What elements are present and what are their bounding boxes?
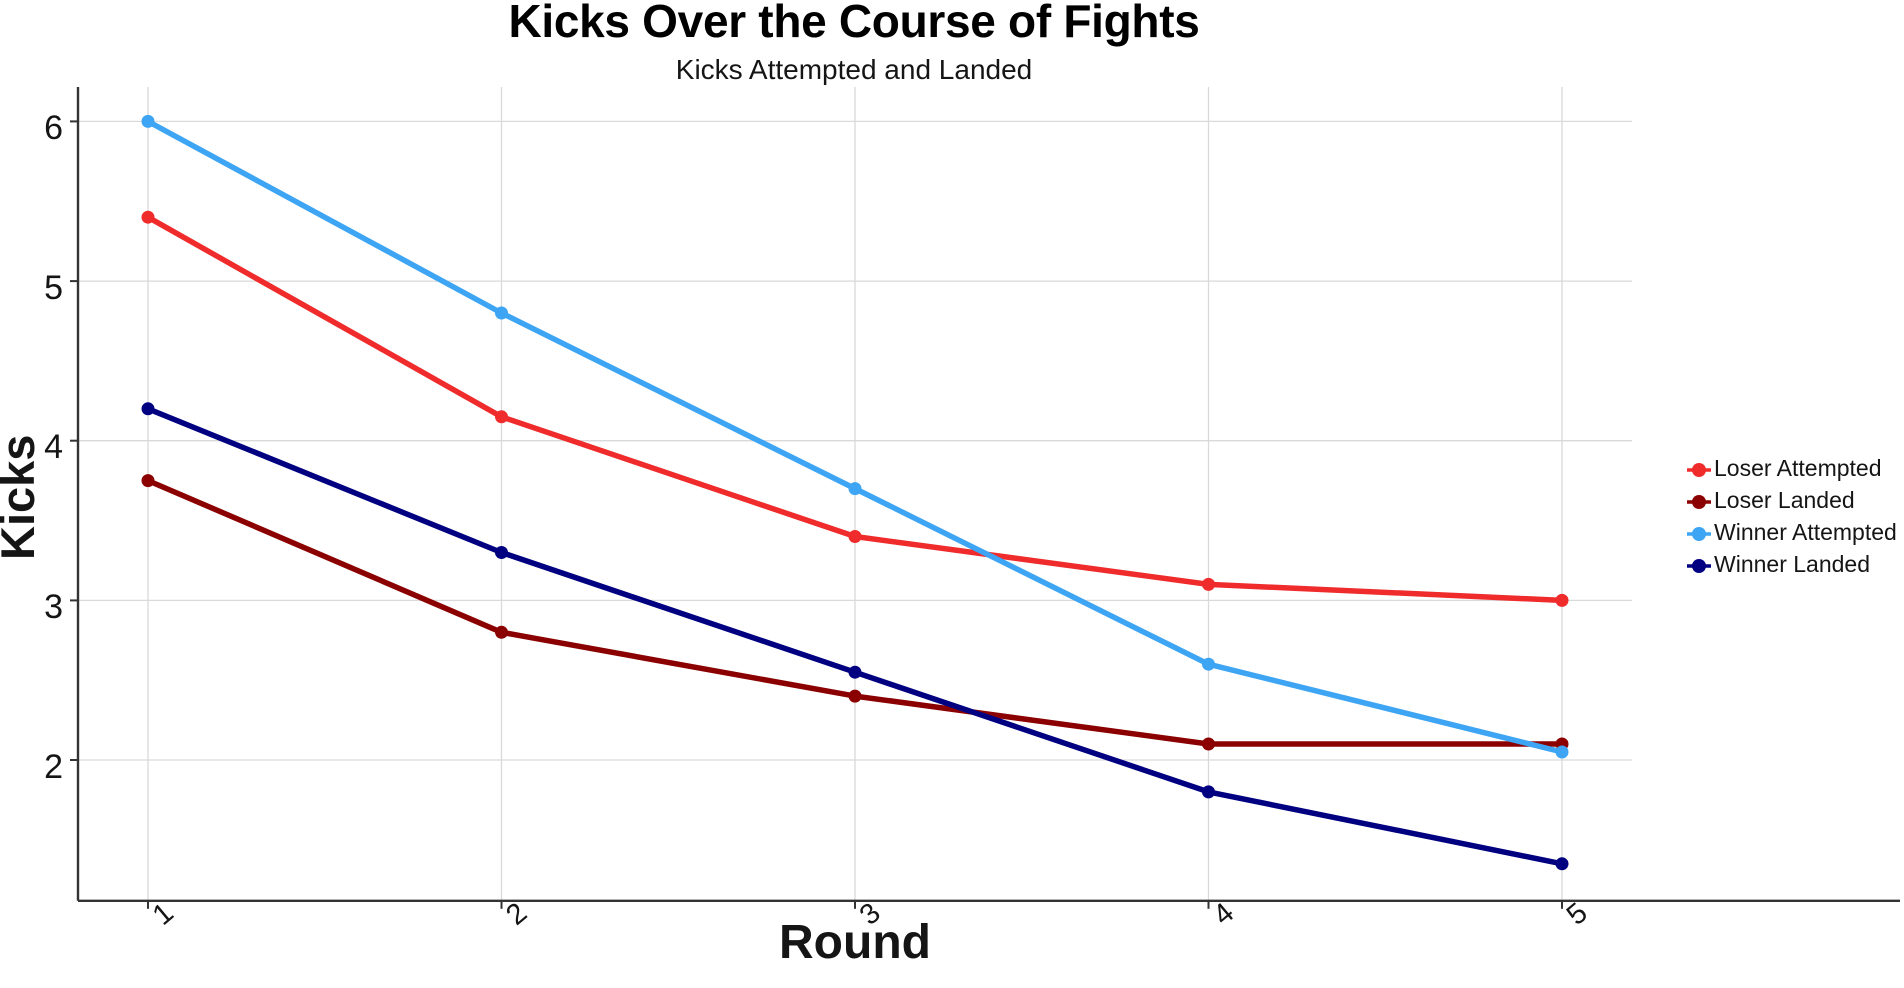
svg-text:3: 3: [44, 588, 63, 626]
svg-text:4: 4: [44, 428, 63, 466]
svg-text:3: 3: [854, 897, 887, 932]
svg-text:6: 6: [44, 109, 63, 147]
svg-text:1: 1: [147, 897, 180, 932]
svg-text:5: 5: [1561, 897, 1594, 932]
svg-text:5: 5: [44, 269, 63, 307]
svg-text:2: 2: [500, 897, 533, 932]
svg-text:4: 4: [1207, 897, 1240, 932]
svg-text:2: 2: [44, 748, 63, 786]
